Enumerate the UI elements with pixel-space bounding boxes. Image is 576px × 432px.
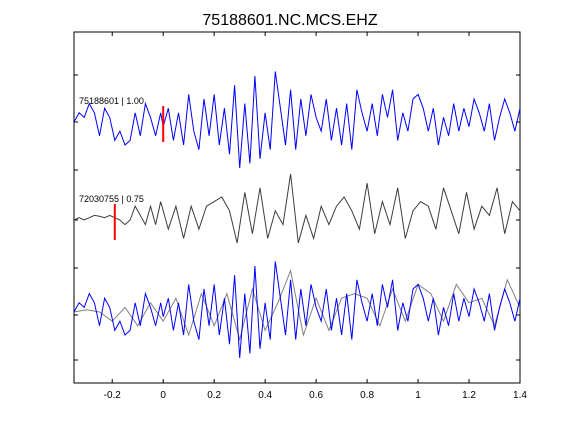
chart-title: 75188601.NC.MCS.EHZ	[202, 12, 377, 29]
x-axis: -0.2 0 0.2 0.4 0.6 0.8 1 1.2 1.4	[104, 32, 527, 401]
trace-label: 75188601 | 1.00	[79, 96, 144, 106]
trace-panel-3	[73, 261, 521, 359]
x-tick-label: 1	[415, 390, 421, 401]
x-tick-label: 1.2	[462, 390, 476, 401]
trace-panel-2: 72030755 | 0.75	[73, 173, 521, 244]
x-tick-label: 1.4	[513, 390, 527, 401]
x-tick-label: 0.2	[207, 390, 221, 401]
trace-panels: 75188601 | 1.00 72030755 | 0.75	[73, 71, 521, 359]
trace-label: 72030755 | 0.75	[79, 194, 144, 204]
x-tick-label: 0	[160, 390, 166, 401]
plot-frame	[73, 31, 521, 384]
waveform-line-dark	[73, 173, 521, 244]
x-tick-label: 0.4	[258, 390, 272, 401]
x-tick-label: -0.2	[104, 390, 122, 401]
trace-panel-1: 75188601 | 1.00	[73, 71, 521, 169]
waveform-line-blue	[73, 71, 521, 169]
x-tick-label: 0.6	[309, 390, 323, 401]
x-tick-label: 0.8	[360, 390, 374, 401]
waveform-line-blue	[73, 261, 521, 359]
